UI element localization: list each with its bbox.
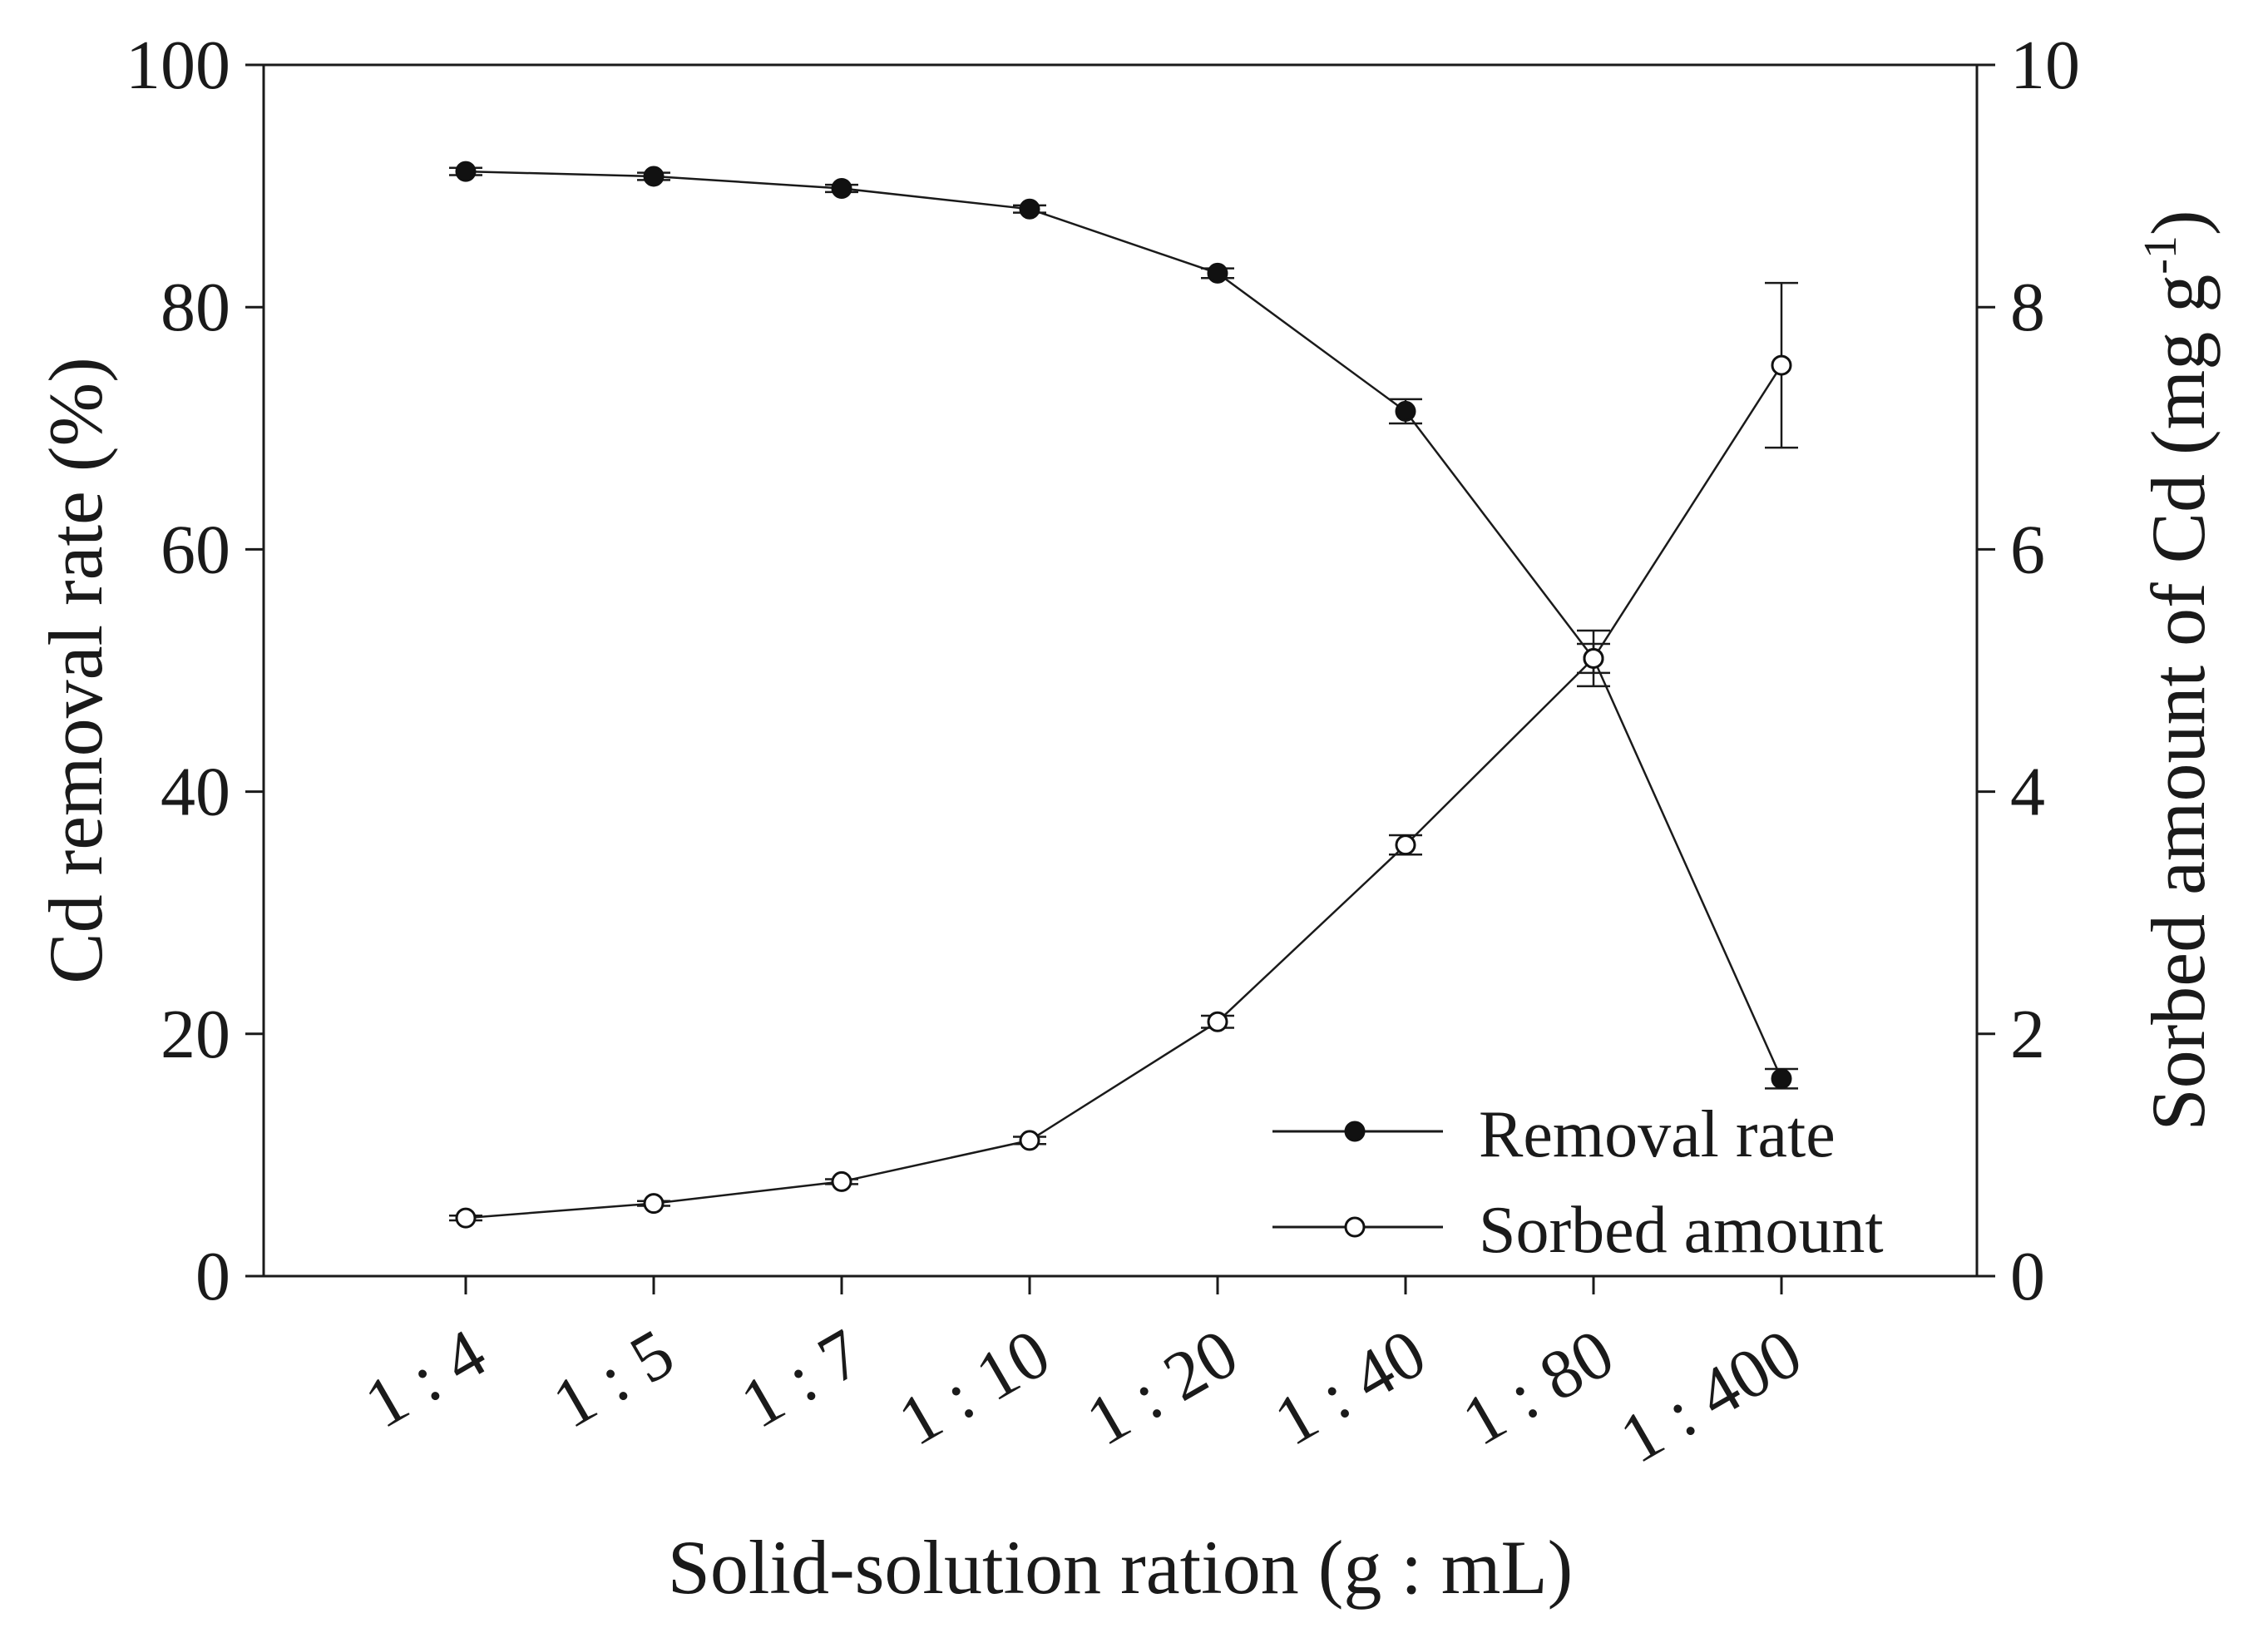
right-axis-tick-label: 8 (2010, 269, 2045, 346)
left-axis-tick-label: 40 (161, 754, 230, 831)
data-point-removal-rate (831, 178, 852, 200)
right-axis-title-main: Sorbed amount of Cd (mg g (2136, 275, 2221, 1131)
x-axis-tick-label: 1 : 7 (729, 1314, 875, 1443)
data-point-sorbed-amount (831, 1170, 852, 1192)
data-point-sorbed-amount (1019, 1130, 1040, 1151)
data-point-removal-rate (643, 166, 665, 187)
left-axis-tick-label: 20 (161, 996, 230, 1073)
x-axis-tick-label: 1 : 400 (1608, 1314, 1815, 1478)
legend: Removal rate Sorbed amount (1272, 1098, 1884, 1267)
x-axis-tick-label: 1 : 80 (1450, 1314, 1626, 1461)
right-axis-tick-label: 6 (2010, 511, 2045, 588)
data-point-sorbed-amount (1583, 647, 1604, 669)
plot-frame (262, 63, 1979, 1278)
series-line-removal-rate (465, 170, 1783, 1080)
left-axis-tick-label: 100 (126, 27, 230, 104)
right-axis-title-close: ) (2136, 210, 2221, 235)
legend-marker-sorbed-amount (1344, 1216, 1366, 1238)
left-axis-tick-label: 0 (195, 1238, 230, 1315)
legend-label-sorbed-amount: Sorbed amount (1479, 1194, 1884, 1267)
data-point-sorbed-amount (455, 1207, 477, 1229)
data-point-sorbed-amount (1207, 1011, 1228, 1032)
right-axis-tick-label: 4 (2010, 754, 2045, 831)
data-point-sorbed-amount (1771, 354, 1792, 376)
legend-marker-removal-rate (1344, 1121, 1366, 1142)
x-axis-tick-label: 1 : 20 (1074, 1314, 1250, 1461)
data-point-removal-rate (1395, 400, 1416, 422)
left-axis-tick-label: 80 (161, 269, 230, 346)
left-axis-tick-label: 60 (161, 511, 230, 588)
series-line-sorbed-amount (465, 364, 1783, 1220)
right-axis-title-superscript: -1 (2135, 235, 2186, 275)
data-point-removal-rate (455, 161, 477, 182)
data-point-removal-rate (1207, 262, 1228, 284)
right-axis-title: Sorbed amount of Cd (mg g-1) (2135, 210, 2221, 1131)
right-axis-tick-label: 0 (2010, 1238, 2045, 1315)
legend-label-removal-rate: Removal rate (1479, 1098, 1836, 1171)
data-point-removal-rate (1019, 198, 1040, 220)
right-axis-tick-label: 2 (2010, 996, 2045, 1073)
data-point-sorbed-amount (643, 1193, 665, 1215)
x-axis-tick-label: 1 : 40 (1262, 1314, 1438, 1461)
data-point-sorbed-amount (1395, 834, 1416, 856)
left-axis-title: Cd removal rate (%) (33, 357, 118, 984)
x-axis-title: Solid-solution ration (g : mL) (668, 1525, 1574, 1610)
x-axis-tick-label: 1 : 5 (541, 1314, 687, 1443)
series-layer (449, 161, 1798, 1229)
data-point-removal-rate (1771, 1068, 1792, 1090)
x-axis-tick-label: 1 : 4 (353, 1314, 499, 1443)
x-axis-tick-label: 1 : 10 (886, 1314, 1062, 1461)
right-axis-tick-label: 10 (2010, 27, 2080, 104)
